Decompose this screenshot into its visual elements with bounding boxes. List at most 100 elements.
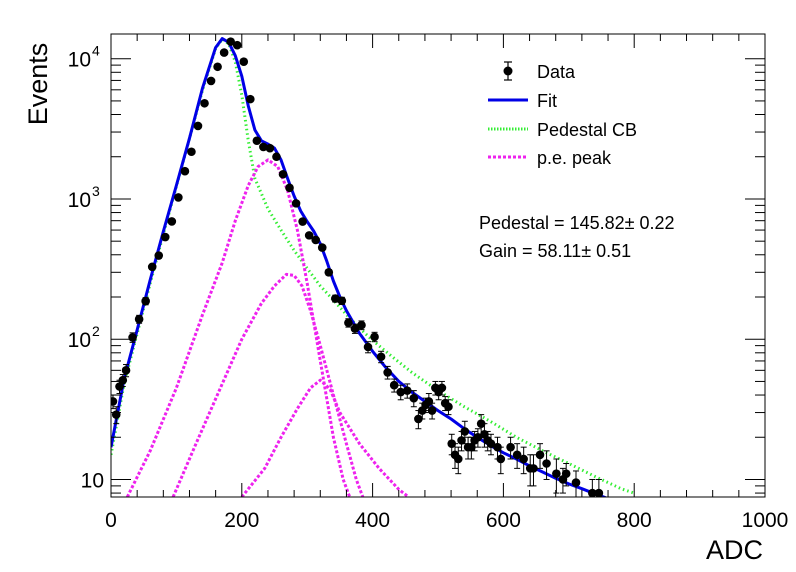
data-point — [219, 48, 229, 57]
data-point — [154, 251, 164, 260]
x-tick-label: 1000 — [742, 509, 789, 532]
y-tick-label: 10 — [81, 469, 104, 492]
legend-label-fit: Fit — [537, 91, 557, 111]
legend: Data Fit Pedestal CB p.e. peak — [488, 61, 637, 168]
y-tick-label-exponent: 2 — [92, 323, 100, 339]
data-point — [496, 446, 506, 475]
data-point — [193, 121, 203, 131]
series-line-pedestal-cb — [111, 37, 635, 495]
data-point — [206, 76, 216, 86]
data-point — [141, 296, 150, 306]
data-point — [473, 428, 483, 448]
annotation-gain: Gain = 58.11± 0.51 — [479, 241, 631, 261]
data-point — [174, 193, 183, 202]
data-point — [357, 320, 366, 331]
data-point — [331, 294, 340, 303]
data-point — [535, 443, 545, 469]
series-line-p-e-peak-1 — [125, 158, 352, 497]
data-point — [376, 350, 386, 364]
curves-layer — [111, 37, 635, 497]
data-point — [259, 142, 268, 152]
y-tick-label-exponent: 4 — [92, 43, 100, 59]
data-point — [409, 390, 419, 408]
data-point — [588, 478, 597, 497]
data-point — [370, 331, 379, 343]
data-point — [239, 57, 249, 67]
x-tick-label: 400 — [355, 509, 390, 532]
data-point — [291, 199, 301, 208]
data-point — [324, 267, 334, 277]
data-point — [444, 399, 453, 416]
data-point — [594, 478, 604, 497]
legend-label-pe-peak: p.e. peak — [537, 148, 612, 168]
data-point — [476, 414, 486, 435]
legend-item-data: Data — [503, 61, 576, 82]
data-point — [180, 166, 190, 176]
data-point — [437, 380, 447, 396]
data-point — [213, 62, 222, 72]
data-point — [529, 454, 538, 487]
data-point — [460, 420, 470, 445]
data-point — [118, 374, 128, 388]
legend-item-pedestal: Pedestal CB — [488, 120, 637, 140]
legend-item-fit: Fit — [488, 91, 557, 111]
data-point — [160, 232, 170, 242]
x-tick-label: 0 — [105, 509, 117, 532]
data-point — [278, 169, 288, 179]
legend-label-pedestal: Pedestal CB — [537, 120, 637, 140]
data-point — [272, 152, 281, 162]
data-point — [571, 470, 581, 497]
y-tick-label-exponent: 3 — [92, 183, 100, 199]
data-point — [304, 231, 314, 240]
x-tick-label: 200 — [224, 509, 259, 532]
legend-item-pe-peak: p.e. peak — [488, 148, 612, 168]
data-point — [383, 365, 392, 380]
legend-marker-data — [503, 66, 513, 76]
data-point — [246, 94, 255, 104]
plot-frame — [110, 33, 766, 498]
data-point — [519, 446, 528, 475]
data-point — [134, 314, 144, 324]
data-point — [486, 433, 496, 456]
x-tick-label: 600 — [486, 509, 521, 532]
x-tick-label: 800 — [617, 509, 652, 532]
data-point — [389, 378, 399, 393]
y-tick-label: 10 — [68, 49, 91, 72]
data-point — [561, 462, 571, 487]
data-point — [344, 318, 353, 328]
x-axis-label: ADC — [706, 535, 763, 565]
data-point — [317, 243, 327, 252]
series-line-fit — [111, 37, 608, 497]
data-point — [265, 143, 275, 153]
legend-label-data: Data — [537, 62, 576, 82]
data-point — [187, 147, 196, 157]
data-point — [232, 40, 242, 50]
data-point — [542, 450, 551, 480]
series-line-p-e-peak-3 — [240, 378, 410, 497]
data-points-layer — [111, 37, 604, 497]
data-point — [298, 217, 307, 226]
data-point — [121, 364, 131, 378]
data-point — [147, 262, 157, 272]
data-point — [337, 296, 347, 306]
data-point — [506, 436, 515, 460]
annotation-pedestal: Pedestal = 145.82± 0.22 — [479, 213, 675, 233]
data-point — [167, 217, 177, 226]
y-tick-label: 10 — [68, 329, 91, 352]
data-point — [427, 402, 437, 420]
data-point — [350, 323, 360, 334]
y-tick-label: 10 — [68, 189, 91, 212]
data-point — [552, 458, 561, 494]
data-point — [396, 384, 406, 401]
data-point — [363, 341, 373, 354]
data-point — [252, 136, 262, 146]
data-point — [311, 235, 321, 245]
data-point — [453, 446, 463, 475]
data-point — [200, 98, 209, 108]
y-axis-label: Events — [23, 43, 53, 126]
data-point — [285, 183, 294, 193]
data-point — [402, 383, 412, 399]
